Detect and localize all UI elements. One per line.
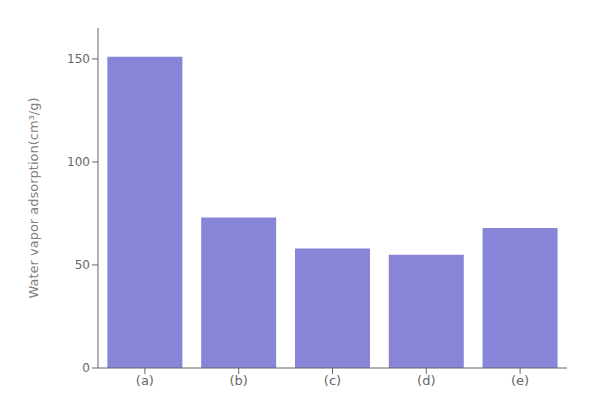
svg-text:50: 50	[75, 258, 90, 272]
svg-text:0: 0	[82, 361, 90, 375]
svg-text:(c): (c)	[324, 373, 341, 388]
svg-text:(d): (d)	[417, 373, 435, 388]
svg-text:(b): (b)	[229, 373, 247, 388]
svg-text:(e): (e)	[511, 373, 529, 388]
svg-text:100: 100	[67, 155, 90, 169]
svg-text:150: 150	[67, 52, 90, 66]
svg-text:(a): (a)	[136, 373, 154, 388]
svg-text:Water vapor adsorption(cm³/g): Water vapor adsorption(cm³/g)	[26, 97, 41, 298]
